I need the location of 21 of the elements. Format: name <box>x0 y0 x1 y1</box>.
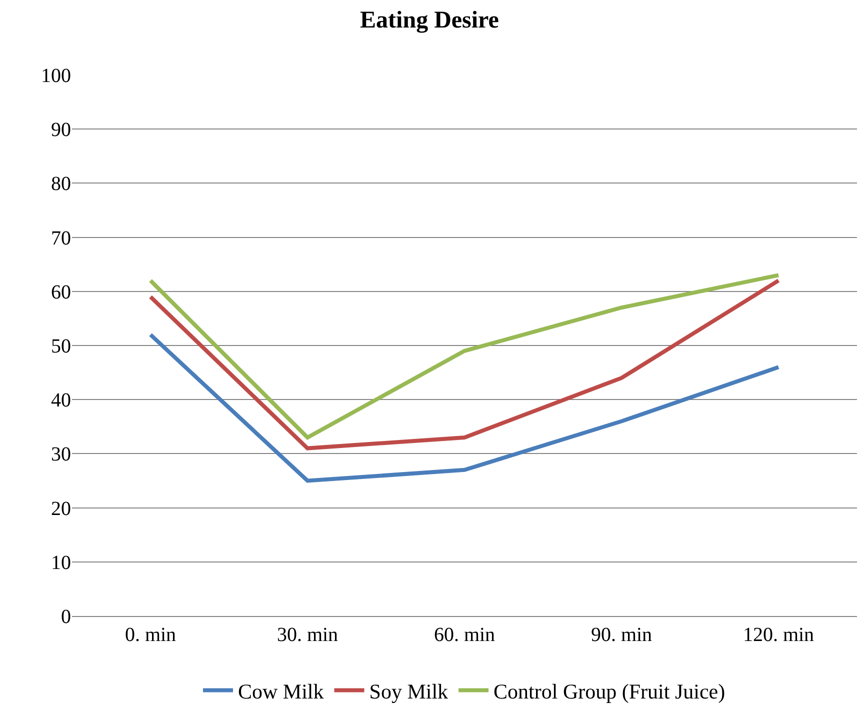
line-series <box>148 332 780 483</box>
x-tick-label: 0. min <box>124 624 176 646</box>
x-tick-label: 60. min <box>434 624 496 646</box>
y-tick-label: 20 <box>51 498 71 520</box>
y-tick-label: 10 <box>51 552 71 574</box>
legend-label: Soy Milk <box>369 679 449 704</box>
y-tick-label: 70 <box>51 227 71 250</box>
y-tick-label: 100 <box>41 65 71 87</box>
x-tick-label: 90. min <box>590 624 652 646</box>
y-tick-label: 0 <box>61 606 71 628</box>
y-tick-label: 60 <box>51 281 71 304</box>
y-tick-label: 80 <box>51 173 71 196</box>
chart-title: Eating Desire <box>360 8 500 34</box>
legend-label: Control Group (Fruit Juice) <box>494 679 726 704</box>
legend-label: Cow Milk <box>238 679 324 704</box>
y-tick-label: 90 <box>51 119 71 142</box>
y-tick-label: 40 <box>51 390 71 412</box>
x-tick-label: 30. min <box>276 624 338 646</box>
y-tick-label: 30 <box>51 444 71 466</box>
x-tick-label: 120. min <box>742 624 814 646</box>
y-tick-label: 50 <box>51 336 71 358</box>
